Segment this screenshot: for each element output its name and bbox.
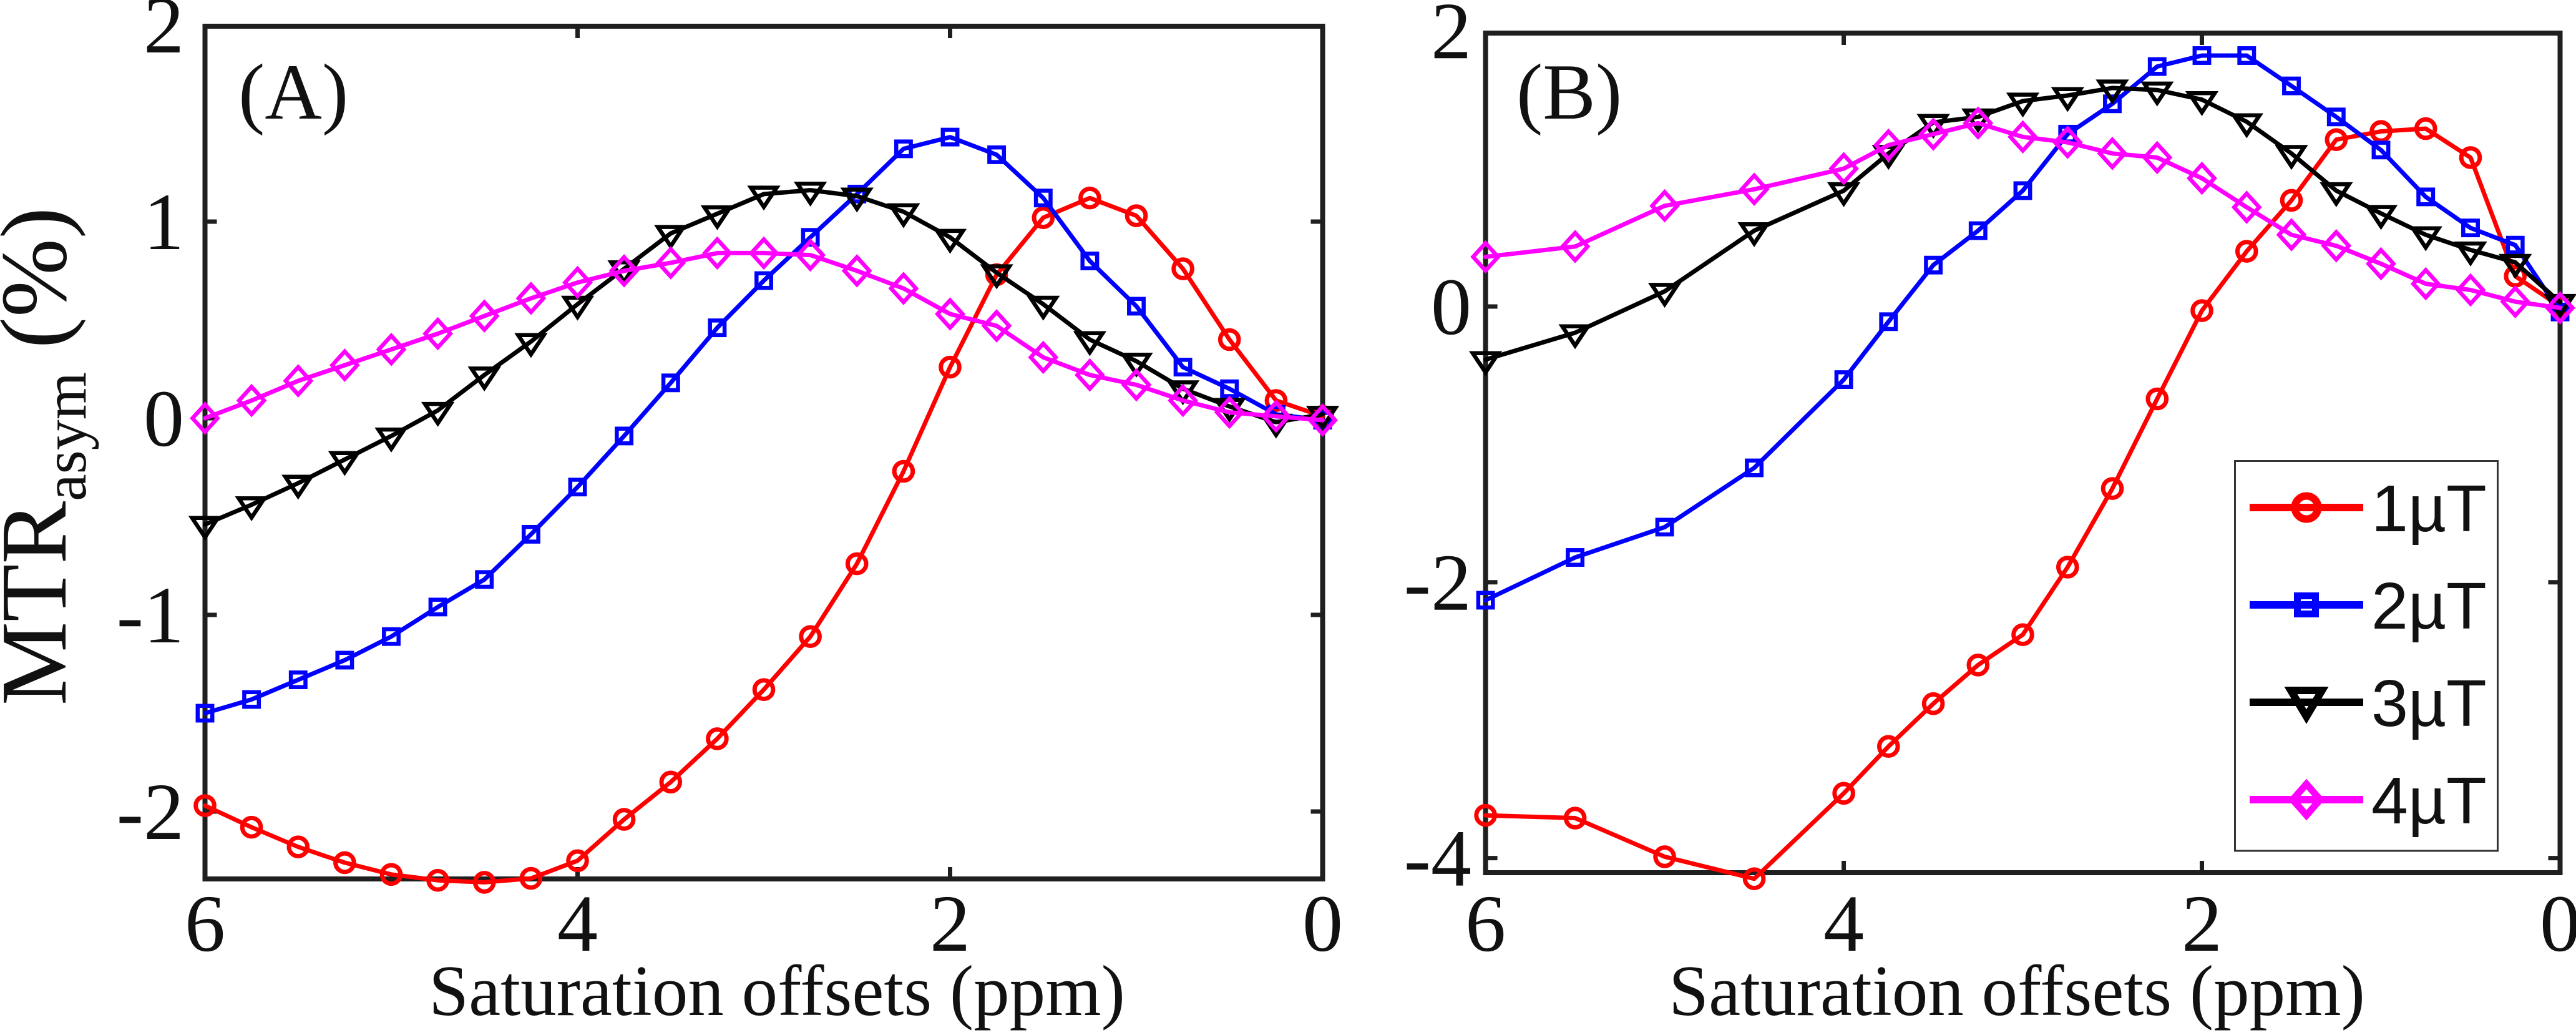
- svg-text:4: 4: [1823, 879, 1864, 969]
- svg-text:2: 2: [144, 0, 184, 71]
- svg-text:2: 2: [2182, 879, 2222, 969]
- svg-text:4: 4: [557, 879, 598, 969]
- svg-text:0: 0: [1302, 879, 1343, 969]
- svg-text:0: 0: [1431, 262, 1471, 352]
- svg-text:4µT: 4µT: [2371, 764, 2487, 838]
- svg-text:Saturation offsets (ppm): Saturation offsets (ppm): [429, 951, 1125, 1031]
- svg-text:Saturation offsets (ppm): Saturation offsets (ppm): [1669, 951, 2365, 1031]
- svg-text:1: 1: [144, 177, 184, 267]
- svg-text:2µT: 2µT: [2371, 569, 2487, 643]
- svg-text:-1: -1: [117, 571, 184, 660]
- svg-text:-4: -4: [1404, 814, 1471, 904]
- svg-text:-2: -2: [1404, 538, 1471, 628]
- svg-text:2: 2: [930, 879, 970, 969]
- svg-text:0: 0: [2540, 879, 2576, 969]
- svg-text:2: 2: [1431, 0, 1471, 76]
- svg-text:6: 6: [185, 879, 225, 969]
- svg-text:(A): (A): [238, 49, 348, 136]
- svg-text:1µT: 1µT: [2371, 472, 2487, 546]
- svg-text:-2: -2: [117, 767, 184, 857]
- svg-text:6: 6: [1465, 879, 1506, 969]
- svg-text:(B): (B): [1516, 49, 1622, 136]
- svg-text:3µT: 3µT: [2371, 667, 2487, 740]
- svg-text:0: 0: [144, 374, 184, 464]
